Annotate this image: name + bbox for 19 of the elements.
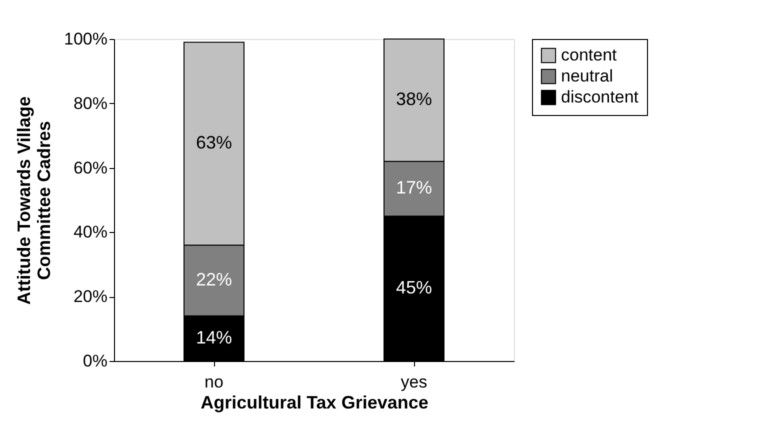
data-label: 45% [396,278,432,298]
data-label: 63% [196,132,232,153]
y-tick-label: 0% [82,352,108,370]
y-tick-label: 80% [73,94,108,113]
x-tick-label: no [204,372,224,392]
y-tick-label: 40% [73,222,108,242]
data-label: 14% [196,327,232,348]
data-label: 22% [196,270,232,290]
legend-label: discontent [561,88,639,106]
x-axis-title: Agricultural Tax Grievance [200,392,428,412]
y-tick-label: 60% [73,158,108,178]
data-label: 17% [396,178,432,198]
legend-label: neutral [561,66,613,86]
data-label: 38% [396,89,432,110]
legend-label: content [561,46,618,64]
y-tick-label: 100% [64,30,108,48]
x-tick-label: yes [400,372,428,392]
y-axis-title: Attitude Towards Village Committee Cadres [14,96,54,305]
y-tick-label: 20% [73,287,108,306]
